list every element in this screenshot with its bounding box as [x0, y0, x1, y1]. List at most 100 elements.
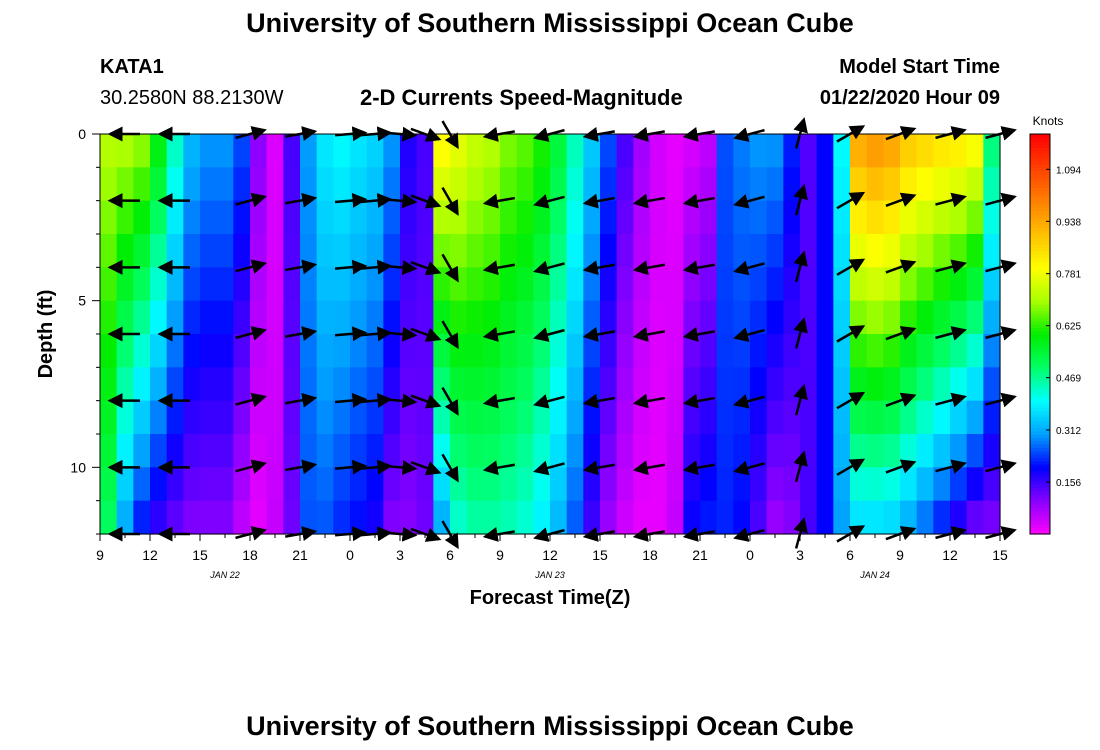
heatmap-cell — [883, 500, 901, 535]
heatmap-cell — [483, 234, 501, 268]
current-vector-arrow — [235, 259, 267, 274]
heatmap-cell — [966, 367, 984, 402]
heatmap-cell — [100, 500, 118, 535]
heatmap-cell — [133, 434, 151, 468]
current-vector-arrow — [384, 393, 418, 409]
heatmap-cell — [683, 134, 701, 168]
heatmap-cell — [116, 467, 134, 502]
colorbar-segment — [1030, 304, 1050, 308]
heatmap-cell — [783, 334, 801, 368]
heatmap-cell — [916, 467, 934, 502]
heatmap-cell — [450, 434, 468, 468]
heatmap-cell — [316, 167, 334, 202]
heatmap-cell — [333, 234, 351, 268]
heatmap-cell — [816, 300, 834, 335]
heatmap-cell — [800, 334, 818, 368]
heatmap-cell — [916, 134, 934, 168]
heatmap-cell — [933, 334, 951, 368]
heatmap-cell — [500, 234, 518, 268]
heatmap-cell — [650, 500, 668, 535]
heatmap-cell — [566, 500, 584, 535]
heatmap-cell — [383, 434, 401, 468]
heatmap-cell — [616, 334, 634, 368]
heatmap-cell — [133, 134, 151, 168]
heatmap-cell — [483, 167, 501, 202]
heatmap-cell — [233, 167, 251, 202]
heatmap-cell — [233, 267, 251, 302]
x-tick-label: 6 — [846, 547, 854, 563]
heatmap-cell — [333, 267, 351, 302]
heatmap-cell — [183, 134, 201, 168]
heatmap-cell — [216, 400, 234, 435]
heatmap-cell — [750, 467, 768, 502]
colorbar-segment — [1030, 400, 1050, 405]
heatmap-cell — [483, 334, 501, 368]
heatmap-cell — [666, 400, 684, 435]
colorbar-segment — [1030, 257, 1050, 262]
current-vector-arrow — [410, 194, 442, 209]
heatmap-cell — [233, 367, 251, 402]
heatmap-cell — [216, 267, 234, 302]
colorbar-segment — [1030, 430, 1050, 435]
heatmap-cell — [416, 500, 434, 535]
heatmap-cells — [100, 134, 1001, 535]
heatmap-cell — [850, 467, 868, 502]
heatmap-cell — [200, 134, 218, 168]
heatmap-cell — [983, 134, 1001, 168]
heatmap-cell — [450, 500, 468, 535]
colorbar-segment — [1030, 160, 1050, 165]
heatmap-cell — [600, 300, 618, 335]
heatmap-cell — [350, 134, 368, 168]
heatmap-cell — [983, 234, 1001, 268]
x-tick-label: 0 — [346, 547, 354, 563]
colorbar-segment — [1030, 380, 1050, 385]
heatmap-cell — [950, 234, 968, 268]
heatmap-cell — [750, 367, 768, 402]
heatmap-cell — [700, 134, 718, 168]
current-vector-arrow — [235, 459, 267, 474]
heatmap-cell — [266, 200, 284, 235]
heatmap-cell — [183, 467, 201, 502]
heatmap-cell — [133, 367, 151, 402]
colorbar-segment — [1030, 280, 1050, 285]
heatmap-cell — [466, 334, 484, 368]
current-vector-arrow — [682, 460, 715, 476]
heatmap-cell — [883, 267, 901, 302]
heatmap-cell — [983, 300, 1001, 335]
heatmap-cell — [983, 367, 1001, 402]
x-tick-label: 12 — [942, 547, 958, 563]
heatmap-cell — [300, 367, 318, 402]
heatmap-cell — [533, 367, 551, 402]
current-vector-arrow — [334, 392, 368, 408]
colorbar-segment — [1030, 317, 1050, 322]
current-vector-arrow — [632, 260, 665, 276]
colorbar-segment — [1030, 434, 1050, 438]
heatmap-cell — [883, 367, 901, 402]
heatmap-cell — [483, 500, 501, 535]
heatmap-cell — [383, 400, 401, 435]
heatmap-cell — [200, 467, 218, 502]
colorbar-tick-label: 0.625 — [1056, 322, 1081, 333]
heatmap-cell — [150, 267, 168, 302]
colorbar-segment — [1030, 487, 1050, 492]
colorbar-segment — [1030, 147, 1050, 152]
heatmap-cell — [350, 334, 368, 368]
heatmap-cell — [283, 434, 301, 468]
heatmap-cell — [383, 200, 401, 235]
colorbar-segment — [1030, 467, 1050, 472]
heatmap-cell — [200, 400, 218, 435]
x-tick-label: 15 — [992, 547, 1008, 563]
heatmap-cell — [933, 134, 951, 168]
heatmap-cell — [950, 434, 968, 468]
heatmap-cell — [266, 234, 284, 268]
heatmap-cell — [100, 200, 118, 235]
colorbar-segment — [1030, 230, 1050, 235]
current-vector-arrow — [582, 393, 615, 409]
heatmap-cell — [150, 200, 168, 235]
heatmap-cell — [833, 167, 851, 202]
heatmap-cell — [566, 134, 584, 168]
footer-title: University of Southern Mississippi Ocean… — [246, 711, 854, 741]
current-vector-arrow — [885, 459, 917, 474]
heatmap-cell — [500, 267, 518, 302]
heatmap-cell — [583, 434, 601, 468]
